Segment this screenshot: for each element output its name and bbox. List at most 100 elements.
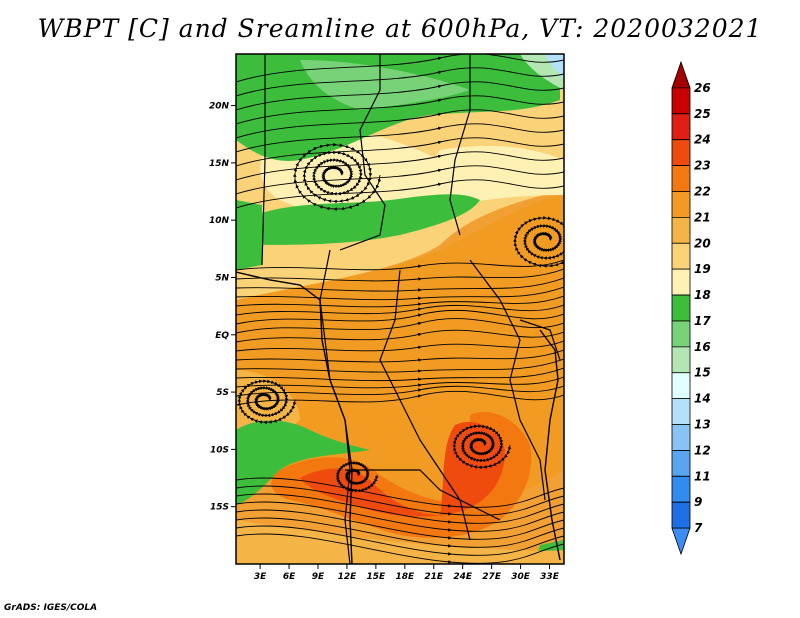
lat-tick-label: EQ: [215, 331, 229, 341]
colorbar-swatch: [671, 346, 691, 374]
border-line: [345, 469, 501, 521]
field-17-south: [236, 420, 370, 505]
colorbar-swatch: [671, 87, 691, 115]
colorbar-label: 26: [694, 81, 711, 95]
colorbar-label: 14: [694, 392, 711, 406]
border-line: [449, 54, 471, 236]
lat-tick-label: 5N: [215, 273, 229, 283]
colorbar-swatch: [671, 294, 691, 322]
colorbar-label: 19: [694, 262, 711, 276]
field-16-north: [300, 60, 470, 110]
streamline: [236, 318, 564, 334]
colorbar-swatch: [671, 60, 691, 89]
streamline: [236, 367, 564, 382]
lon-tick-label: 18E: [395, 572, 415, 582]
colorbar-label: 12: [694, 443, 711, 457]
lon-tick-label: 24E: [453, 572, 473, 582]
streamline: [236, 533, 564, 564]
field-18-east: [435, 145, 564, 205]
colorbar-label: 7: [694, 521, 703, 535]
streamline: [236, 358, 564, 373]
lon-tick-label: 12E: [338, 572, 358, 582]
streamline: [236, 67, 564, 97]
colorbar-label: 20: [694, 236, 711, 250]
lat-tick-label: 5S: [216, 388, 229, 398]
colorbar-label: 24: [694, 133, 711, 147]
lon-tick-label: 6E: [283, 572, 296, 582]
streamline: [452, 424, 512, 470]
colorbar-swatch: [671, 320, 691, 348]
colorbar-swatch: [671, 165, 691, 192]
colorbar-label: 11: [694, 469, 711, 483]
colorbar-label: 13: [694, 418, 711, 432]
lat-tick-label: 20N: [209, 102, 230, 112]
colorbar-swatch: [671, 242, 691, 270]
map-field: [236, 54, 564, 564]
streamline: [236, 81, 564, 111]
colorbar: 26 25 24 23 22 21 20 19 18 17 16 15 14 13 12 11 9 7: [671, 60, 711, 556]
streamline: [236, 165, 564, 195]
border-line: [469, 259, 546, 501]
streamline: [236, 493, 564, 524]
longitude-axis: 3E 6E 9E 12E 15E 18E 21E 24E 27E 30E 33E: [254, 564, 560, 582]
streamline: [236, 277, 564, 292]
colorbar-swatch: [671, 450, 691, 477]
lon-tick-label: 9E: [312, 572, 325, 582]
colorbar-swatch: [671, 268, 691, 296]
colorbar-label: 17: [694, 314, 711, 328]
streamline: [236, 268, 564, 282]
colorbar-label: 18: [694, 288, 711, 302]
streamline: [236, 485, 564, 516]
lat-tick-label: 10S: [210, 445, 229, 455]
colorbar-swatch: [671, 191, 691, 218]
border-line: [379, 269, 471, 541]
colorbar-label: 21: [694, 210, 711, 224]
streamline: [236, 179, 564, 209]
colorbar-swatch: [671, 216, 691, 244]
coastline: [236, 271, 561, 564]
streamline: [236, 525, 564, 556]
coast-line: [236, 271, 353, 564]
streamline: [236, 54, 564, 83]
streamline: [236, 477, 564, 508]
streamline: [513, 216, 564, 268]
streamline: [237, 379, 297, 425]
colorbar-label: 9: [694, 495, 702, 509]
streamline: [236, 109, 564, 139]
streamline: [236, 95, 564, 125]
lat-tick-label: 15N: [209, 159, 230, 169]
streamline: [236, 309, 564, 325]
streamline: [236, 509, 564, 540]
colorbar-swatch: [671, 398, 691, 425]
field-17-west: [236, 200, 262, 270]
field-21-bottom: [236, 520, 564, 564]
field-14-corner: [545, 54, 564, 78]
streamline: [236, 295, 564, 308]
colorbar-swatch: [671, 475, 691, 503]
streamline: [335, 461, 379, 493]
lat-tick-label: 15S: [210, 503, 229, 513]
colorbar-label: 16: [694, 340, 711, 354]
coast-line: [539, 329, 561, 561]
colorbar-swatch: [671, 424, 691, 451]
grads-credit: GrADS: IGES/COLA: [4, 603, 98, 613]
lat-tick-label: 10N: [209, 216, 230, 226]
colorbar-swatch: [671, 501, 691, 529]
colorbar-swatch: [671, 113, 691, 141]
streamline: [236, 137, 564, 167]
streamline: [236, 517, 564, 548]
streamline: [236, 329, 564, 343]
streamline: [236, 501, 564, 532]
lon-tick-label: 21E: [424, 572, 444, 582]
map-title: WBPT [C] and Sreamline at 600hPa, VT: 20…: [37, 14, 763, 43]
lon-tick-label: 30E: [511, 572, 531, 582]
streamline: [236, 286, 564, 301]
lon-tick-label: 15E: [367, 572, 387, 582]
streamline: [236, 304, 564, 316]
streamline: [292, 142, 382, 211]
border-line: [519, 319, 561, 361]
streamline: [236, 340, 564, 352]
lon-tick-label: 33E: [540, 572, 560, 582]
lon-tick-label: 27E: [482, 572, 502, 582]
plot-frame: [235, 53, 565, 565]
